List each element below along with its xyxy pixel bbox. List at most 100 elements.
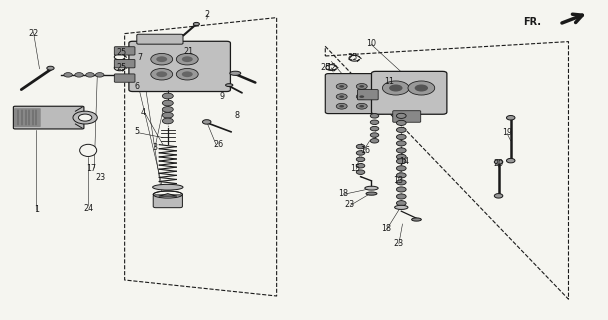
- FancyBboxPatch shape: [13, 106, 84, 129]
- Text: 24: 24: [83, 204, 93, 212]
- Circle shape: [339, 105, 344, 108]
- Circle shape: [156, 56, 167, 62]
- Text: 8: 8: [235, 111, 240, 120]
- Circle shape: [370, 139, 379, 143]
- Polygon shape: [159, 194, 177, 196]
- Circle shape: [506, 116, 515, 120]
- Circle shape: [162, 112, 173, 118]
- Circle shape: [78, 114, 92, 121]
- Text: 25: 25: [348, 53, 358, 62]
- FancyBboxPatch shape: [358, 90, 378, 100]
- Text: 5: 5: [134, 127, 139, 136]
- FancyBboxPatch shape: [137, 34, 183, 44]
- Text: 12: 12: [326, 63, 336, 72]
- Circle shape: [506, 158, 515, 163]
- Circle shape: [370, 120, 379, 124]
- Text: 20: 20: [494, 159, 503, 168]
- Text: 25: 25: [320, 63, 330, 72]
- Circle shape: [202, 120, 211, 124]
- Text: 16: 16: [360, 146, 370, 155]
- Circle shape: [356, 94, 367, 100]
- Text: 3: 3: [153, 143, 157, 152]
- Circle shape: [176, 53, 198, 65]
- Circle shape: [382, 81, 409, 95]
- Circle shape: [396, 120, 406, 125]
- Text: 9: 9: [219, 92, 224, 100]
- Circle shape: [494, 160, 503, 164]
- Text: 10: 10: [366, 39, 376, 48]
- Ellipse shape: [153, 191, 182, 198]
- Ellipse shape: [226, 84, 233, 87]
- Circle shape: [151, 68, 173, 80]
- Circle shape: [356, 157, 365, 162]
- Circle shape: [336, 94, 347, 100]
- Text: 19: 19: [503, 128, 513, 137]
- Text: 1: 1: [34, 205, 39, 214]
- Text: 22: 22: [29, 29, 38, 38]
- Circle shape: [176, 68, 198, 80]
- Circle shape: [336, 84, 347, 89]
- Text: 15: 15: [351, 164, 361, 172]
- Circle shape: [64, 73, 72, 77]
- Ellipse shape: [230, 71, 241, 76]
- Circle shape: [356, 103, 367, 109]
- Text: 23: 23: [95, 173, 105, 182]
- Ellipse shape: [412, 218, 421, 221]
- Circle shape: [182, 56, 193, 62]
- Text: 7: 7: [137, 53, 142, 62]
- Circle shape: [396, 194, 406, 199]
- Text: 21: 21: [184, 47, 193, 56]
- Circle shape: [396, 159, 406, 164]
- Circle shape: [151, 53, 173, 65]
- FancyBboxPatch shape: [114, 60, 135, 68]
- Circle shape: [339, 85, 344, 88]
- FancyBboxPatch shape: [371, 71, 447, 114]
- Circle shape: [494, 194, 503, 198]
- Circle shape: [336, 103, 347, 109]
- Circle shape: [162, 93, 173, 99]
- Text: FR.: FR.: [523, 17, 541, 28]
- Circle shape: [408, 81, 435, 95]
- Circle shape: [396, 180, 406, 185]
- Circle shape: [359, 95, 364, 98]
- Circle shape: [396, 113, 406, 118]
- Circle shape: [396, 148, 406, 153]
- Circle shape: [193, 22, 199, 26]
- Circle shape: [356, 84, 367, 89]
- Circle shape: [396, 201, 406, 206]
- FancyBboxPatch shape: [114, 74, 135, 82]
- Circle shape: [162, 100, 173, 106]
- Circle shape: [156, 71, 167, 77]
- Text: 4: 4: [140, 108, 145, 116]
- Ellipse shape: [153, 184, 183, 190]
- Ellipse shape: [83, 147, 93, 154]
- Circle shape: [73, 111, 97, 124]
- FancyBboxPatch shape: [114, 47, 135, 55]
- Text: 23: 23: [393, 239, 403, 248]
- Circle shape: [95, 73, 104, 77]
- Text: 18: 18: [381, 224, 391, 233]
- Text: 25: 25: [117, 48, 126, 57]
- Text: 11: 11: [384, 77, 394, 86]
- Circle shape: [47, 66, 54, 70]
- Circle shape: [356, 144, 365, 149]
- FancyBboxPatch shape: [129, 41, 230, 92]
- FancyBboxPatch shape: [393, 111, 421, 122]
- Text: 23: 23: [345, 200, 354, 209]
- Circle shape: [396, 127, 406, 132]
- Circle shape: [415, 84, 428, 92]
- Ellipse shape: [395, 205, 408, 210]
- FancyBboxPatch shape: [325, 74, 386, 114]
- Circle shape: [396, 141, 406, 146]
- Circle shape: [339, 95, 344, 98]
- Circle shape: [370, 126, 379, 131]
- FancyBboxPatch shape: [153, 195, 182, 208]
- Text: 25: 25: [117, 63, 126, 72]
- Text: 17: 17: [86, 164, 96, 172]
- Circle shape: [182, 71, 193, 77]
- Circle shape: [356, 164, 365, 168]
- Circle shape: [356, 151, 365, 155]
- Circle shape: [356, 170, 365, 174]
- Circle shape: [75, 73, 83, 77]
- Text: 26: 26: [214, 140, 224, 148]
